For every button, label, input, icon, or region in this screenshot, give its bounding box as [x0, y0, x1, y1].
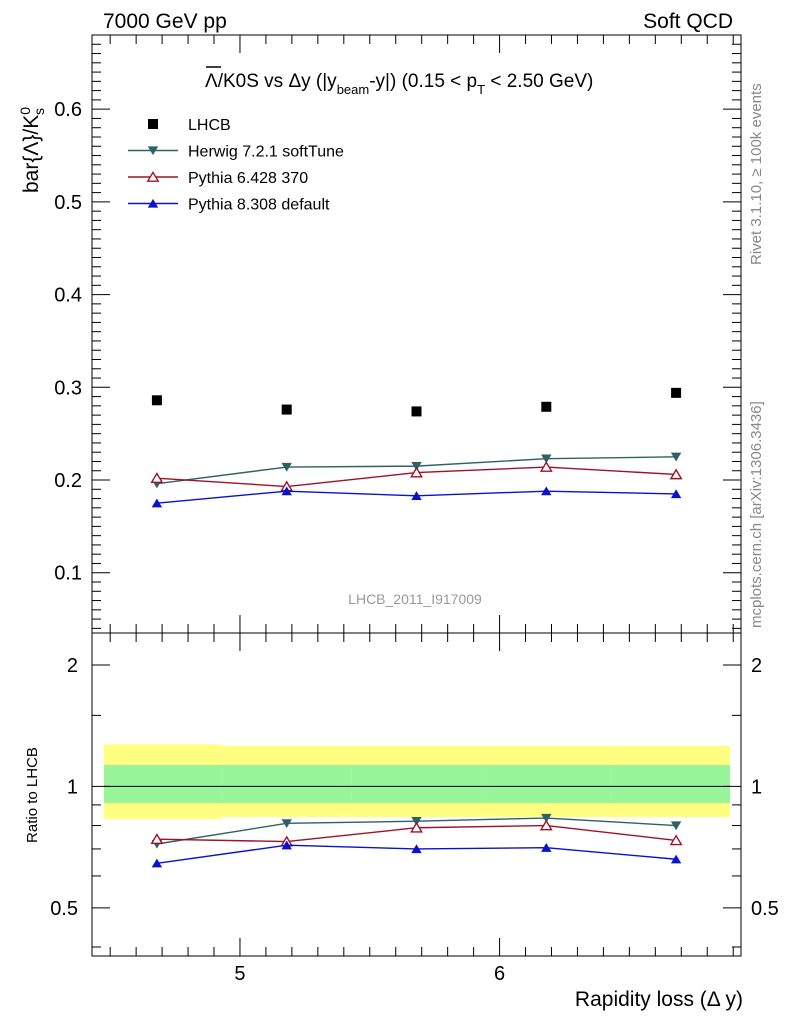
- ratio-point: [539, 819, 553, 831]
- ylabel-main-text: bar{Λ}/K: [20, 115, 43, 193]
- y-tick-label: 0.4: [54, 285, 82, 307]
- header-right: Soft QCD: [643, 10, 733, 33]
- ratio-point: [411, 817, 422, 826]
- data-point: [671, 387, 682, 398]
- data-point: [670, 452, 682, 462]
- legend-marker: [146, 170, 160, 182]
- ratio-series-layer: [150, 813, 683, 868]
- main-series-layer: [150, 387, 683, 508]
- legend-item-pythia-8-308-default: Pythia 8.308 default: [128, 197, 330, 214]
- legend-marker: [147, 198, 159, 208]
- ratio-ylabel: Ratio to LHCB: [24, 747, 41, 843]
- ratio-point: [541, 813, 552, 823]
- data-point: [541, 401, 552, 412]
- data-point: [151, 395, 162, 406]
- data-point: [281, 462, 292, 472]
- title-subscript-2: T: [477, 82, 485, 97]
- ratio-band-inner: [221, 765, 352, 803]
- ratio-band-inner: [104, 765, 222, 803]
- ratio-y-tick-label: 1: [67, 776, 78, 798]
- ratio-series-pythia-6-428-370: [150, 819, 683, 847]
- ratio-point: [541, 843, 552, 852]
- ylabel-subscript: s: [31, 108, 47, 115]
- ratio-band-inner: [611, 765, 730, 803]
- data-point: [281, 486, 292, 496]
- mcplots-label: mcplots.cern.ch [arXiv:1306.3436]: [748, 401, 765, 628]
- y-tick-label: 0.5: [54, 192, 82, 214]
- ratio-point: [670, 854, 682, 864]
- chart-title: Λ/K0S vs Δy (|ybeam-y|) (0.15 < pT < 2.5…: [205, 71, 593, 97]
- ratio-y-tick-label-right: 0.5: [751, 898, 779, 920]
- legend-marker: [148, 119, 158, 129]
- y-tick-label: 0.3: [54, 377, 82, 399]
- data-point: [541, 454, 552, 464]
- title-part-1: /K0S vs Δy (|y: [218, 71, 337, 92]
- data-point: [410, 466, 423, 478]
- title-part-2: -y|) (0.15 < p: [369, 71, 477, 92]
- rivet-label: Rivet 3.1.10, ≥ 100k events: [748, 83, 765, 265]
- legend-label: Pythia 8.308 default: [188, 197, 330, 214]
- series-pythia-6-428-370: [150, 460, 683, 492]
- ratio-y-tick-label-right: 2: [751, 655, 762, 677]
- legend-marker: [147, 146, 159, 156]
- x-tick-label: 5: [234, 963, 245, 985]
- data-point: [541, 486, 552, 496]
- xaxis-label: Rapidity loss (Δ y): [575, 988, 743, 1011]
- x-tick-label: 6: [494, 963, 505, 985]
- y-tick-label: 0.2: [54, 470, 82, 492]
- ratio-point: [670, 821, 682, 831]
- series-lhcb: [151, 387, 682, 417]
- data-point: [411, 406, 422, 417]
- y-tick-label: 0.6: [54, 99, 82, 121]
- analysis-watermark: LHCB_2011_I917009: [348, 591, 482, 607]
- ratio-point: [410, 821, 423, 833]
- ratio-ylabel-group: Ratio to LHCB: [24, 747, 41, 843]
- data-point: [539, 460, 553, 472]
- main-ylabel: bar{Λ}/K0s: [17, 107, 47, 193]
- ratio-y-tick-label: 2: [67, 655, 78, 677]
- data-point: [150, 472, 164, 484]
- main-ylabel-group: bar{Λ}/K0s: [17, 107, 47, 193]
- data-point: [670, 489, 682, 499]
- legend-label: Pythia 6.428 370: [188, 170, 308, 187]
- ratio-point: [281, 819, 292, 829]
- title-subscript-1: beam: [337, 82, 370, 97]
- y-tick-label: 0.1: [54, 563, 82, 585]
- title-part-3: < 2.50 GeV): [485, 71, 593, 92]
- ratio-uncertainty-bands: [104, 744, 730, 820]
- data-point: [411, 491, 422, 500]
- ylabel-superscript: 0: [17, 107, 33, 115]
- legend-label: LHCB: [188, 117, 231, 134]
- ratio-point: [411, 844, 422, 854]
- title-overline-symbol: Λ: [205, 71, 218, 92]
- ratio-panel-frame: [91, 632, 742, 957]
- ratio-point: [151, 858, 163, 868]
- data-point: [151, 498, 163, 508]
- data-point: [669, 468, 683, 480]
- header-left: 7000 GeV pp: [103, 10, 227, 33]
- ratio-band-inner: [351, 765, 482, 803]
- ratio-point: [669, 834, 683, 846]
- axes-layer: 0.1 0.2 0.3 0.4 0.5 0.6 0.5 0.5 1 1 2 2 5 6: [50, 35, 779, 985]
- ratio-band-inner: [481, 765, 612, 803]
- legend: LHCB Herwig 7.2.1 softTune Pythia 6.428 37…: [128, 117, 344, 214]
- legend-item-lhcb: LHCB: [148, 117, 231, 134]
- ratio-series-pythia-8-308-default: [151, 840, 682, 868]
- legend-item-pythia-6-428-370: Pythia 6.428 370: [128, 170, 308, 187]
- mcplots-label-group: mcplots.cern.ch [arXiv:1306.3436]: [748, 401, 765, 628]
- ratio-point: [281, 840, 292, 850]
- rivet-label-group: Rivet 3.1.10, ≥ 100k events: [748, 83, 765, 265]
- series-pythia-8-308-default: [151, 486, 682, 508]
- data-point: [411, 461, 422, 471]
- legend-label: Herwig 7.2.1 softTune: [188, 144, 344, 161]
- ratio-y-tick-label-right: 1: [751, 776, 762, 798]
- ratio-y-tick-label: 0.5: [50, 898, 78, 920]
- data-point: [281, 404, 292, 415]
- ratio-point: [150, 833, 164, 845]
- legend-item-herwig-7-2-1-softtune: Herwig 7.2.1 softTune: [128, 144, 344, 161]
